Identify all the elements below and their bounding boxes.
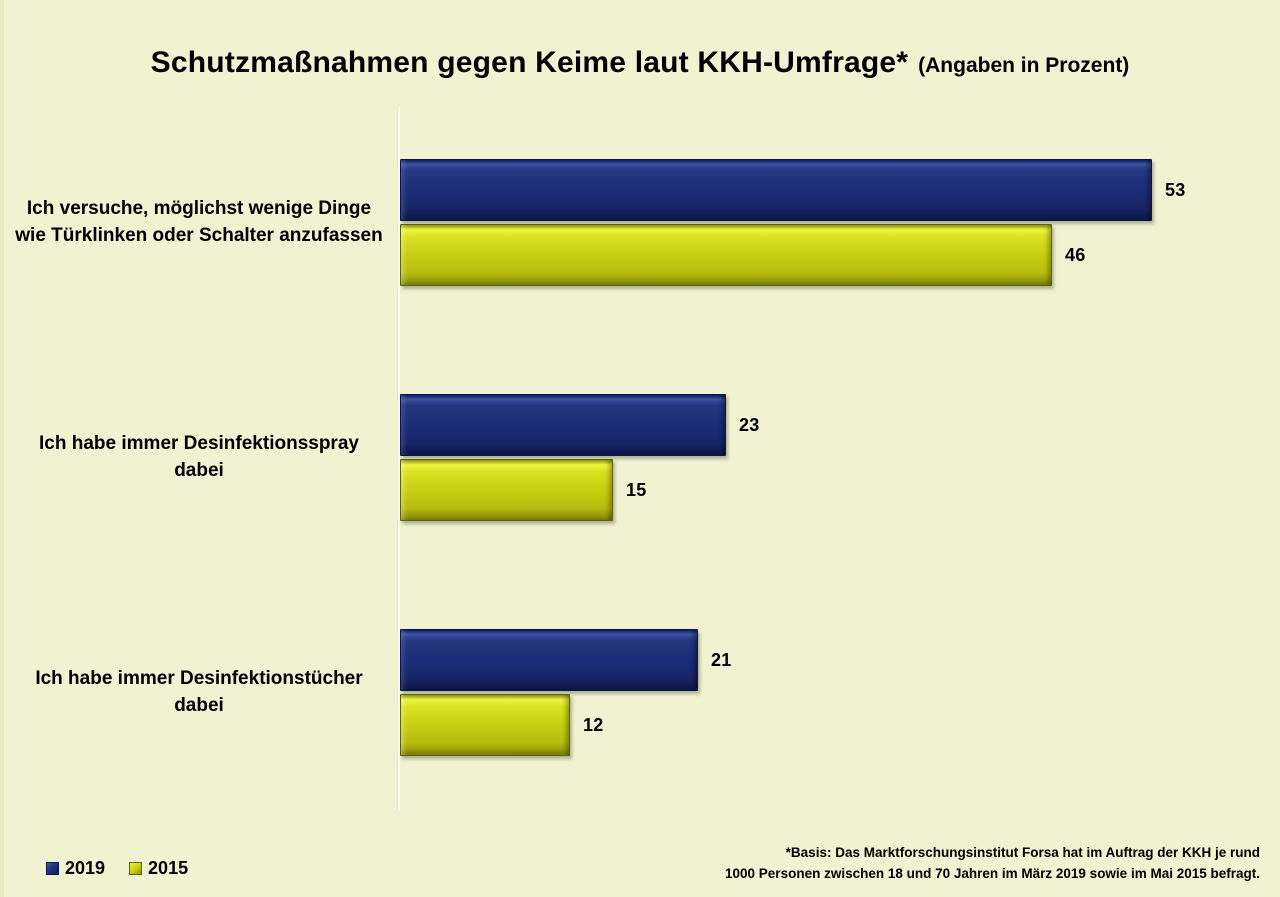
- chart-title-main: Schutzmaßnahmen gegen Keime laut KKH-Umf…: [150, 46, 909, 79]
- bar-value-label: 23: [739, 414, 760, 435]
- bar-row-2015: 15: [400, 459, 1251, 521]
- category-label: Ich versuche, möglichst wenige Dinge wie…: [8, 105, 390, 340]
- bar-value-label: 21: [711, 649, 732, 670]
- legend-item-2019: 2019: [46, 858, 105, 879]
- bar-row-2015: 12: [400, 694, 1251, 756]
- legend-item-2015: 2015: [129, 858, 188, 879]
- category-label: Ich habe immer Desinfektionsspray dabei: [8, 340, 390, 575]
- bar-group: 53 46: [400, 105, 1251, 340]
- legend-label-2015: 2015: [148, 858, 189, 878]
- bar-2019: [400, 394, 726, 456]
- bar-row-2015: 46: [400, 224, 1251, 286]
- bar-2015: [400, 224, 1052, 286]
- category-label-text: Ich versuche, möglichst wenige Dinge wie…: [15, 198, 383, 246]
- bar-value-label: 15: [626, 479, 647, 500]
- bar-row-2019: 21: [400, 629, 1251, 691]
- bar-value-label: 53: [1165, 179, 1186, 200]
- bar-group: 23 15: [400, 340, 1251, 575]
- legend-swatch-2019-icon: [46, 862, 59, 875]
- bar-2019: [400, 629, 698, 691]
- bar-row-2019: 23: [400, 394, 1251, 456]
- bar-row-2019: 53: [400, 159, 1251, 221]
- bar-2015: [400, 694, 570, 756]
- category-axis-line: [397, 107, 400, 810]
- source-footnote-line2: 1000 Personen zwischen 18 und 70 Jahren …: [725, 866, 1260, 882]
- category-label-text: Ich habe immer Desinfektionsspray dabei: [39, 433, 359, 481]
- bar-2019: [400, 159, 1152, 221]
- category-labels-column: Ich versuche, möglichst wenige Dinge wie…: [8, 105, 390, 810]
- bar-2015: [400, 459, 613, 521]
- category-label: Ich habe immer Desinfektionstücher dabei: [8, 575, 390, 810]
- source-footnote: *Basis: Das Marktforschungsinstitut Fors…: [725, 843, 1260, 885]
- chart-title-suffix: (Angaben in Prozent): [918, 54, 1130, 77]
- bar-value-label: 12: [583, 714, 604, 735]
- legend: 2019 2015: [46, 858, 188, 879]
- legend-swatch-2015-icon: [129, 862, 143, 875]
- plot-area: 53 46 23 15 21 12: [400, 105, 1251, 810]
- bar-value-label: 46: [1065, 244, 1086, 265]
- category-label-text: Ich habe immer Desinfektionstücher dabei: [35, 668, 363, 716]
- chart-title: Schutzmaßnahmen gegen Keime laut KKH-Umf…: [0, 46, 1280, 80]
- source-footnote-line1: *Basis: Das Marktforschungsinstitut Fors…: [785, 845, 1260, 861]
- legend-label-2019: 2019: [65, 858, 106, 878]
- bar-group: 21 12: [400, 575, 1251, 810]
